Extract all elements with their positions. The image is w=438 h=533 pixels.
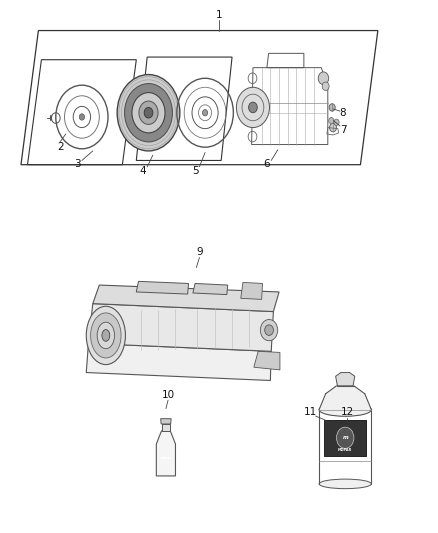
Polygon shape [319, 386, 371, 410]
Ellipse shape [91, 313, 121, 358]
Ellipse shape [102, 329, 110, 341]
Circle shape [79, 114, 85, 120]
Circle shape [336, 427, 354, 448]
Circle shape [322, 82, 329, 91]
Polygon shape [254, 351, 280, 370]
Text: mopar: mopar [159, 456, 172, 460]
Text: 1: 1 [215, 10, 223, 20]
Circle shape [237, 87, 269, 127]
Polygon shape [136, 281, 188, 294]
Polygon shape [93, 285, 279, 312]
Ellipse shape [97, 322, 115, 349]
Bar [324, 419, 366, 456]
Text: MOPAR: MOPAR [338, 448, 352, 453]
Circle shape [117, 75, 180, 151]
Text: 11: 11 [304, 407, 317, 417]
Ellipse shape [319, 403, 371, 416]
Circle shape [144, 108, 153, 118]
Text: 10: 10 [162, 390, 175, 400]
Circle shape [202, 110, 208, 116]
Text: 4: 4 [140, 166, 146, 176]
Text: 8: 8 [340, 108, 346, 118]
Text: 9: 9 [196, 247, 203, 257]
Circle shape [329, 104, 335, 111]
Polygon shape [86, 343, 271, 381]
Ellipse shape [86, 306, 125, 365]
Text: m: m [343, 435, 348, 440]
Text: 2: 2 [57, 142, 64, 152]
Circle shape [328, 117, 334, 124]
Circle shape [260, 319, 278, 341]
Polygon shape [156, 431, 176, 476]
Text: 3: 3 [74, 159, 81, 169]
Polygon shape [336, 373, 355, 386]
Text: 7: 7 [340, 125, 346, 135]
Text: 6: 6 [264, 159, 270, 169]
Polygon shape [162, 424, 170, 431]
Polygon shape [241, 282, 262, 300]
Circle shape [132, 93, 165, 133]
Polygon shape [193, 284, 228, 295]
Circle shape [318, 72, 328, 85]
Text: 12: 12 [341, 407, 354, 417]
Polygon shape [161, 419, 171, 424]
Bar [158, 445, 174, 471]
Circle shape [124, 84, 173, 142]
Circle shape [249, 102, 257, 113]
Text: 5: 5 [192, 166, 198, 176]
Circle shape [139, 101, 158, 124]
Polygon shape [88, 304, 273, 351]
Circle shape [265, 325, 273, 335]
Circle shape [334, 119, 339, 125]
Circle shape [329, 123, 336, 132]
Ellipse shape [319, 479, 371, 489]
